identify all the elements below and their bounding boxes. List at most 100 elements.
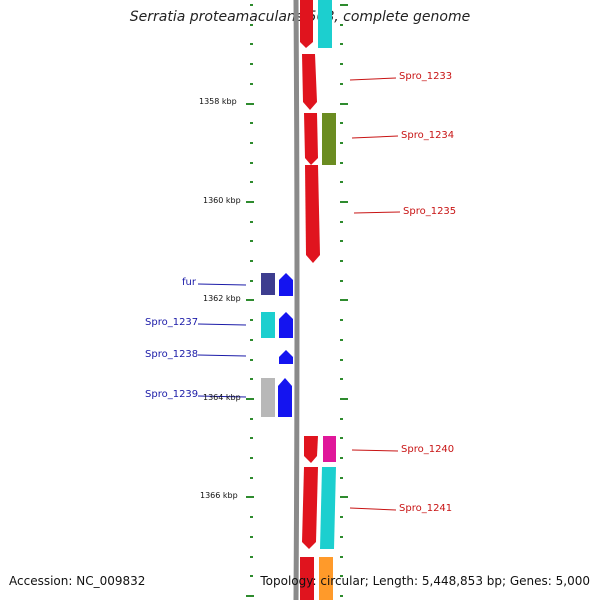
- map-title: Serratia proteamaculans 568, complete ge…: [129, 9, 471, 25]
- minor-tick-left: [250, 516, 253, 518]
- gene-label-fur[interactable]: fur: [182, 277, 196, 288]
- minor-tick-right: [340, 536, 343, 538]
- minor-tick-right: [340, 43, 343, 45]
- gene-fur[interactable]: [279, 273, 293, 296]
- minor-tick-left: [250, 162, 253, 164]
- minor-tick-left: [250, 4, 253, 6]
- major-tick-left: [246, 595, 254, 597]
- minor-tick-right: [340, 418, 343, 420]
- gene-spro-1234-red[interactable]: [304, 113, 318, 165]
- leader-spro-1234: [351, 135, 399, 139]
- gene-label-spro-1235[interactable]: Spro_1235: [403, 206, 457, 217]
- accession-text: Accession: NC_009832: [9, 574, 146, 588]
- minor-tick-left: [250, 142, 253, 144]
- gene-spro-1235[interactable]: [305, 165, 320, 263]
- gene-label-spro-1239[interactable]: Spro_1239: [145, 389, 199, 400]
- minor-tick-right: [340, 359, 343, 361]
- minor-tick-right: [340, 221, 343, 223]
- axis-label-1358: 1358 kbp: [199, 97, 237, 106]
- gene-label-spro-1234[interactable]: Spro_1234: [401, 130, 455, 141]
- minor-tick-left: [250, 83, 253, 85]
- minor-tick-left: [250, 536, 253, 538]
- gene-spro-1240-red[interactable]: [304, 436, 318, 463]
- minor-tick-left: [250, 122, 253, 124]
- minor-tick-right: [340, 122, 343, 124]
- minor-tick-left: [250, 181, 253, 183]
- minor-tick-left: [250, 457, 253, 459]
- major-tick-right: [340, 299, 348, 301]
- minor-tick-right: [340, 83, 343, 85]
- minor-tick-right: [340, 240, 343, 242]
- leader-spro-1240: [351, 449, 399, 452]
- gene-spro-1237-cog[interactable]: [261, 312, 275, 338]
- gene-spro-1240[interactable]: [323, 436, 336, 462]
- minor-tick-right: [340, 260, 343, 262]
- minor-tick-right: [340, 437, 343, 439]
- gene-spro-1241-red[interactable]: [302, 467, 318, 549]
- minor-tick-right: [340, 319, 343, 321]
- major-tick-right: [340, 496, 348, 498]
- minor-tick-left: [250, 359, 253, 361]
- gene-spro-1239[interactable]: [278, 378, 292, 417]
- gene-cyan-top[interactable]: [318, 0, 332, 48]
- minor-tick-right: [340, 595, 343, 597]
- major-tick-left: [246, 299, 254, 301]
- major-tick-right: [340, 4, 348, 6]
- axis-label-1366: 1366 kbp: [200, 491, 238, 500]
- major-tick-right: [340, 201, 348, 203]
- leader-fur: [197, 283, 247, 286]
- gene-fur-cog[interactable]: [261, 273, 275, 295]
- minor-tick-left: [250, 339, 253, 341]
- minor-tick-left: [250, 221, 253, 223]
- gene-spro-1237[interactable]: [279, 312, 293, 338]
- leader-spro-1233: [349, 77, 397, 81]
- minor-tick-left: [250, 556, 253, 558]
- axis-label-1360: 1360 kbp: [203, 196, 241, 205]
- gene-spro-1241[interactable]: [320, 467, 336, 549]
- minor-tick-left: [250, 437, 253, 439]
- minor-tick-left: [250, 575, 253, 577]
- minor-tick-right: [340, 142, 343, 144]
- gene-label-spro-1238[interactable]: Spro_1238: [145, 349, 199, 360]
- genome-backbone: [293, 0, 300, 600]
- major-tick-right: [340, 398, 348, 400]
- minor-tick-right: [340, 516, 343, 518]
- minor-tick-right: [340, 457, 343, 459]
- minor-tick-right: [340, 24, 343, 26]
- minor-tick-right: [340, 556, 343, 558]
- gene-spro-1234[interactable]: [322, 113, 336, 165]
- major-tick-left: [246, 103, 254, 105]
- gene-spro-1238[interactable]: [279, 350, 293, 364]
- minor-tick-right: [340, 162, 343, 164]
- gene-spro-1239-cog[interactable]: [261, 378, 275, 417]
- leader-spro-1235: [353, 211, 401, 214]
- major-tick-left: [246, 201, 254, 203]
- gene-label-spro-1241[interactable]: Spro_1241: [399, 503, 453, 514]
- minor-tick-left: [250, 477, 253, 479]
- gene-label-spro-1240[interactable]: Spro_1240: [401, 444, 455, 455]
- leader-spro-1238: [197, 354, 247, 357]
- minor-tick-right: [340, 63, 343, 65]
- gene-bottom-red[interactable]: [300, 557, 314, 600]
- minor-tick-left: [250, 240, 253, 242]
- minor-tick-left: [250, 63, 253, 65]
- leader-spro-1241: [349, 507, 397, 511]
- gene-bottom-orange[interactable]: [319, 557, 333, 600]
- leader-spro-1237: [197, 323, 247, 326]
- major-tick-left: [246, 496, 254, 498]
- topology-text: Topology: circular; Length: 5,448,853 bp…: [260, 574, 590, 588]
- gene-label-spro-1233[interactable]: Spro_1233: [399, 71, 453, 82]
- leader-spro-1239: [197, 395, 247, 398]
- gene-spro-top[interactable]: [300, 0, 313, 48]
- axis-label-1364: 1364 kbp: [203, 393, 241, 402]
- gene-spro-1233[interactable]: [302, 54, 317, 110]
- minor-tick-right: [340, 378, 343, 380]
- minor-tick-left: [250, 378, 253, 380]
- minor-tick-left: [250, 43, 253, 45]
- minor-tick-right: [340, 339, 343, 341]
- gene-label-spro-1237[interactable]: Spro_1237: [145, 317, 199, 328]
- minor-tick-right: [340, 280, 343, 282]
- minor-tick-right: [340, 181, 343, 183]
- minor-tick-right: [340, 477, 343, 479]
